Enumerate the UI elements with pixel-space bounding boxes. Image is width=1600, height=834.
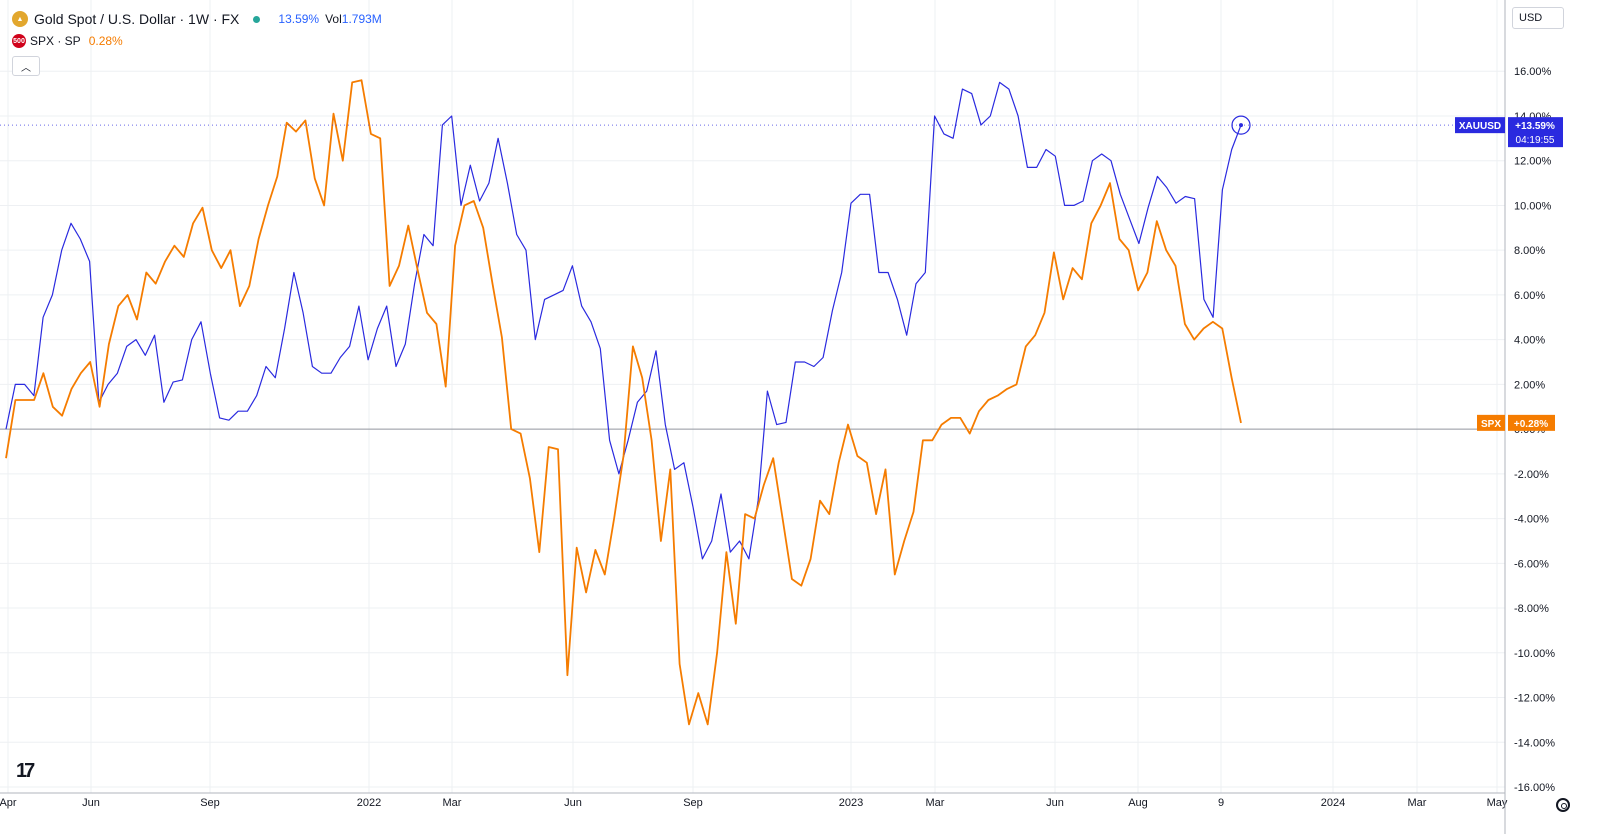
series-line-spx[interactable]: [5, 79, 1242, 726]
x-tick-label: 2024: [1321, 797, 1345, 809]
x-tick-label: Mar: [926, 797, 945, 809]
y-tick-label: -10.00%: [1514, 648, 1555, 660]
y-tick-label: -2.00%: [1514, 469, 1549, 481]
xau-countdown-label: 04:19:55: [1516, 135, 1555, 146]
last-value-marker[interactable]: [1231, 115, 1251, 135]
x-tick-label: Apr: [0, 797, 17, 809]
series-line-xauusd[interactable]: [5, 81, 1242, 560]
x-tick-label: 9: [1218, 797, 1224, 809]
y-tick-label: 10.00%: [1514, 200, 1552, 212]
y-tick-label: -16.00%: [1514, 782, 1555, 794]
y-tick-label: 4.00%: [1514, 335, 1545, 347]
x-tick-label: Aug: [1128, 797, 1148, 809]
xau-tag-bg: [1455, 117, 1505, 134]
currency-label: USD: [1519, 12, 1543, 24]
legend-volume-label: Vol: [325, 12, 342, 26]
x-tick-label: 2023: [839, 797, 863, 809]
chevron-up-icon: ︿: [21, 62, 31, 74]
y-tick-label: 6.00%: [1514, 290, 1545, 302]
x-tick-label: Mar: [443, 797, 462, 809]
x-tick-label: Sep: [200, 797, 220, 809]
y-tick-label: -4.00%: [1514, 514, 1549, 526]
y-tick-label: -12.00%: [1514, 693, 1555, 705]
last-value-dot: [1239, 123, 1243, 128]
x-tick-label: Jun: [82, 797, 100, 809]
legend-spx-change: 0.28%: [88, 34, 123, 48]
legend-gold-title: Gold Spot / U.S. Dollar · 1W · FX: [34, 11, 240, 27]
x-tick-label: 2022: [357, 797, 381, 809]
gear-icon[interactable]: [1556, 798, 1570, 812]
tradingview-logo-icon[interactable]: 17: [16, 760, 35, 782]
y-tick-label: 12.00%: [1514, 156, 1552, 168]
x-tick-label: Jun: [564, 797, 582, 809]
y-tick-label: -8.00%: [1514, 603, 1549, 615]
y-tick-label: -6.00%: [1514, 558, 1549, 570]
y-tick-label: 8.00%: [1514, 245, 1545, 257]
spx-value-label: +0.28%: [1514, 419, 1548, 430]
spx-value-bg: [1508, 414, 1555, 431]
legend-gold-change: 13.59%: [278, 12, 320, 26]
currency-button[interactable]: USD: [1512, 7, 1564, 29]
y-tick-label: 2.00%: [1514, 379, 1545, 391]
spx-logo-icon: 500: [12, 34, 26, 48]
xau-value-label: +13.59%: [1515, 121, 1555, 132]
x-tick-label: Jun: [1046, 797, 1064, 809]
chart-legend: ▲ Gold Spot / U.S. Dollar · 1W · FX 13.5…: [12, 8, 382, 76]
market-open-icon: [253, 15, 261, 23]
x-tick-label: Mar: [1408, 797, 1427, 809]
xau-tag-label: XAUUSD: [1459, 121, 1501, 132]
x-tick-label: Sep: [683, 797, 703, 809]
xau-value-bg: [1508, 117, 1563, 148]
x-tick-label: May: [1487, 797, 1508, 809]
y-tick-label: -14.00%: [1514, 737, 1555, 749]
legend-volume-value: 1.793M: [341, 12, 382, 26]
y-tick-label: 16.00%: [1514, 66, 1552, 78]
legend-spx-title: SPX · SP: [30, 34, 81, 48]
legend-row-gold[interactable]: ▲ Gold Spot / U.S. Dollar · 1W · FX 13.5…: [12, 8, 382, 30]
spx-tag-bg: [1477, 414, 1505, 431]
legend-row-spx[interactable]: 500 SPX · SP 0.28%: [12, 30, 382, 52]
gold-coin-icon: ▲: [12, 11, 28, 27]
spx-tag-label: SPX: [1481, 419, 1501, 430]
collapse-legend-button[interactable]: ︿: [12, 56, 40, 76]
